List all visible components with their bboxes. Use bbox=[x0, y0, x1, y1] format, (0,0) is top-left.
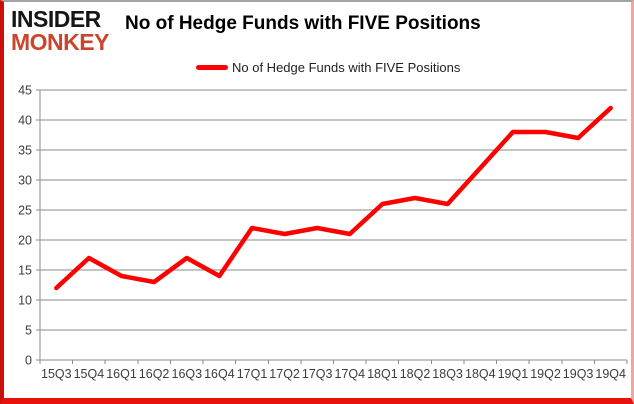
x-tick-label: 17Q3 bbox=[302, 367, 333, 381]
x-tick-label: 16Q3 bbox=[172, 367, 203, 381]
y-tick-label: 10 bbox=[18, 294, 32, 308]
x-tick-label: 16Q2 bbox=[139, 367, 170, 381]
y-tick-label: 0 bbox=[25, 354, 32, 368]
y-tick-label: 15 bbox=[18, 264, 32, 278]
legend-line-swatch bbox=[196, 65, 228, 70]
legend-label: No of Hedge Funds with FIVE Positions bbox=[232, 60, 461, 75]
x-tick-label: 17Q2 bbox=[269, 367, 300, 381]
y-tick-label: 5 bbox=[25, 324, 32, 338]
x-tick-label: 17Q1 bbox=[237, 367, 268, 381]
line-chart-plot-area: 0 5 10 15 20 25 30 35 40 45 15Q3 15Q4 16Q1 16Q2 16Q3 16… bbox=[18, 84, 628, 381]
x-tick-label: 18Q4 bbox=[465, 367, 496, 381]
y-tick-label: 40 bbox=[18, 114, 32, 128]
x-tick-label: 19Q4 bbox=[595, 367, 626, 381]
x-tick-label: 19Q3 bbox=[563, 367, 594, 381]
logo-line-monkey: MONKEY bbox=[11, 29, 109, 55]
y-tick-label: 30 bbox=[18, 174, 32, 188]
x-tick-label: 18Q3 bbox=[432, 367, 463, 381]
series-line bbox=[54, 105, 613, 291]
x-tick-label: 16Q1 bbox=[106, 367, 137, 381]
x-tick-label: 17Q4 bbox=[335, 367, 366, 381]
y-tick-label: 35 bbox=[18, 144, 32, 158]
x-tick-label: 15Q4 bbox=[74, 367, 105, 381]
y-tick-label: 45 bbox=[18, 84, 32, 98]
x-tick-label: 18Q1 bbox=[367, 367, 398, 381]
legend: No of Hedge Funds with FIVE Positions bbox=[196, 60, 460, 75]
chart-title: No of Hedge Funds with FIVE Positions bbox=[125, 13, 481, 34]
x-tick-label: 15Q3 bbox=[41, 367, 72, 381]
x-tick-label: 19Q2 bbox=[530, 367, 561, 381]
x-tick-label: 19Q1 bbox=[498, 367, 529, 381]
y-tick-label: 25 bbox=[18, 204, 32, 218]
x-tick-label: 18Q2 bbox=[400, 367, 431, 381]
y-tick-label: 20 bbox=[18, 234, 32, 248]
insider-monkey-logo: INSIDER MONKEY bbox=[11, 8, 109, 54]
x-tick-label: 16Q4 bbox=[204, 367, 235, 381]
logo-line-insider: INSIDER bbox=[11, 6, 101, 32]
